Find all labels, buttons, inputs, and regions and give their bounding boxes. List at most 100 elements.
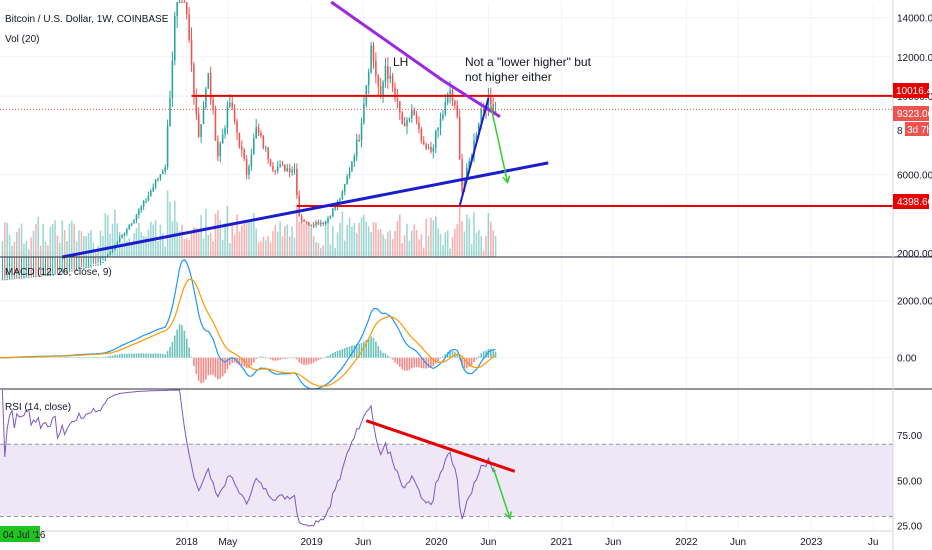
volume-bar <box>291 226 293 257</box>
candle-body <box>224 128 226 135</box>
volume-bar <box>90 229 92 257</box>
volume-bar <box>363 215 365 257</box>
time-axis[interactable]: 2018 May 2019 Jun 2020 Jun 2021 Jun 2022 Jun 2023 J… <box>176 537 879 548</box>
volume-bar <box>449 248 451 257</box>
rsi-divergence-trendline[interactable] <box>365 419 516 473</box>
volume-bar <box>466 214 468 257</box>
macd-tick-label: 0.00 <box>897 354 917 365</box>
candle-body <box>8 278 11 280</box>
macd-histogram-bar <box>173 335 176 358</box>
lh-label[interactable]: LH <box>393 55 408 69</box>
candle-body <box>99 264 102 266</box>
candle-body <box>152 187 155 191</box>
candle-body <box>11 278 13 280</box>
macd-histogram-bar <box>363 341 365 358</box>
volume-bar <box>394 230 396 257</box>
candle-body <box>360 123 363 140</box>
rising-support-trendline[interactable] <box>61 161 549 259</box>
descending-trendline[interactable] <box>330 0 444 82</box>
time-tick-label: 2018 <box>176 537 199 548</box>
note-line-2[interactable]: not higher either <box>465 70 552 84</box>
volume-bar <box>121 242 123 257</box>
volume-bar <box>413 224 415 257</box>
volume-bar <box>4 222 6 257</box>
macd-histogram-bar <box>217 357 219 380</box>
volume-bar <box>267 235 269 257</box>
macd-histogram-bar <box>121 353 123 358</box>
rise-from-low-trendline[interactable] <box>458 97 490 207</box>
price-projection-arrow[interactable] <box>490 105 511 184</box>
macd-histogram-bar <box>470 357 473 366</box>
candle-body <box>466 167 468 182</box>
macd-pane-title[interactable]: MACD (12, 26, close, 9) <box>5 267 112 278</box>
candle-body <box>59 273 61 275</box>
rsi-tick-label: 75.00 <box>897 431 922 442</box>
rsi-projection-arrow[interactable] <box>492 467 512 520</box>
candle-body <box>142 201 145 207</box>
volume-pane-title[interactable]: Vol (20) <box>5 34 39 45</box>
candle-body <box>420 128 423 141</box>
volume-bar <box>116 223 119 257</box>
volume-bar <box>173 200 176 257</box>
volume-bar <box>332 226 334 257</box>
candle-body <box>118 237 121 243</box>
volume-bar <box>478 229 480 257</box>
macd-histogram-bar <box>51 357 54 358</box>
volume-bar <box>279 221 281 257</box>
volume-bar <box>451 237 454 257</box>
candle-body <box>310 224 313 226</box>
candle-body <box>494 110 497 113</box>
candle-body <box>214 110 217 141</box>
volume-bar <box>432 220 435 257</box>
volume-bar <box>219 219 222 257</box>
candle-body <box>252 138 255 155</box>
time-tick-label: Jun <box>480 537 496 548</box>
macd-histogram-bar <box>272 357 274 361</box>
macd-histogram-bar <box>202 357 205 383</box>
macd-histogram-bar <box>458 357 461 360</box>
macd-histogram-bar <box>317 357 320 361</box>
macd-histogram-bar <box>336 350 339 358</box>
candle-body <box>102 262 104 264</box>
candle-body <box>286 168 289 171</box>
volume-bar <box>49 226 52 257</box>
candle-body <box>439 118 442 128</box>
macd-histogram-bar <box>85 357 87 358</box>
macd-histogram-bar <box>411 357 413 369</box>
macd-histogram-bar <box>382 352 384 358</box>
volume-bar <box>485 235 487 257</box>
macd-axis[interactable]: 2000.00 0.00 <box>897 297 932 365</box>
macd-histogram-bar <box>384 353 387 358</box>
macd-histogram-bar <box>71 357 73 358</box>
candle-body <box>281 164 284 166</box>
candle-body <box>248 166 250 175</box>
candle-body <box>394 87 396 99</box>
time-tick-label: Jun <box>355 537 371 548</box>
price-pane-title[interactable]: Bitcoin / U.S. Dollar, 1W, COINBASE <box>5 14 169 25</box>
time-tick-label: Jun <box>605 537 621 548</box>
macd-histogram-bar <box>420 357 423 369</box>
volume-bar <box>463 231 466 257</box>
note-line-1[interactable]: Not a "lower higher" but <box>465 55 592 69</box>
volume-bar <box>6 222 8 257</box>
candle-body <box>221 134 224 144</box>
macd-histogram-bar <box>200 357 202 384</box>
volume-bar <box>68 223 71 257</box>
macd-histogram-bar <box>262 356 265 358</box>
candle-body <box>329 216 332 219</box>
rsi-axis[interactable]: 75.00 50.00 25.00 <box>897 431 922 532</box>
volume-bar <box>44 241 47 257</box>
macd-histogram-bar <box>329 354 332 358</box>
volume-bar <box>104 213 107 257</box>
volume-bar <box>300 216 303 257</box>
candle-body <box>425 144 427 149</box>
candle-body <box>209 72 212 100</box>
macd-histogram-bar <box>97 357 99 358</box>
macd-histogram-bar <box>487 349 490 358</box>
candle-body <box>260 133 262 137</box>
macd-histogram-bar <box>463 357 466 369</box>
rsi-pane-title[interactable]: RSI (14, close) <box>5 402 71 413</box>
candle-body <box>104 260 107 262</box>
candle-body <box>339 199 341 201</box>
